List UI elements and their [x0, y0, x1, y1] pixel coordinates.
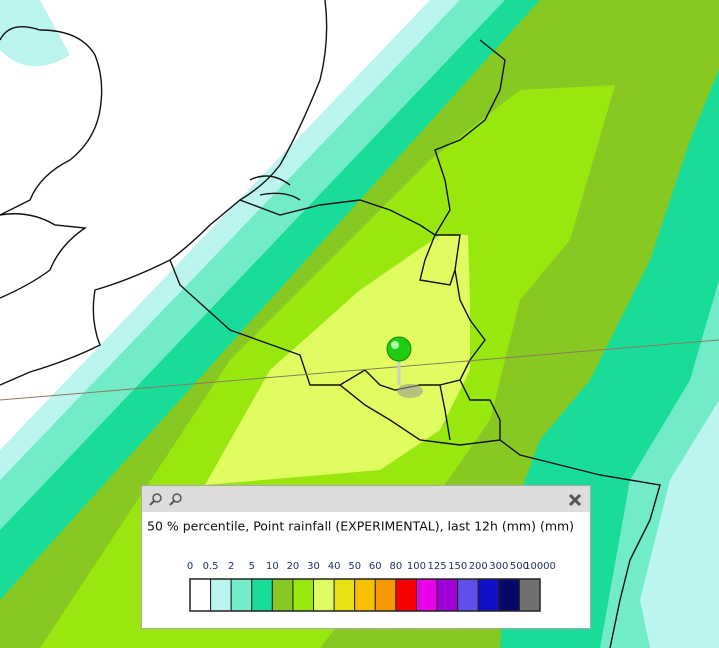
legend-label: 40: [328, 561, 341, 572]
close-button[interactable]: [568, 493, 582, 507]
legend-swatch: [457, 578, 479, 612]
legend-swatch: [333, 578, 356, 612]
legend-label: 150: [448, 561, 467, 572]
route-line: [0, 339, 719, 401]
location-pin[interactable]: [386, 336, 412, 362]
rain-band: [205, 235, 470, 485]
legend-label: 2: [228, 561, 234, 572]
legend-label: 300: [489, 561, 508, 572]
legend-swatch: [395, 578, 417, 612]
legend-label: 10: [266, 561, 279, 572]
borders: [0, 0, 661, 648]
legend-label: 50: [348, 561, 361, 572]
legend-label: 10000: [524, 561, 556, 572]
legend-swatch: [292, 578, 315, 612]
legend-swatch: [271, 578, 294, 612]
legend-swatch: [415, 578, 438, 612]
legend-label: 100: [407, 561, 426, 572]
legend-label: 200: [469, 561, 488, 572]
legend-label: 0: [187, 561, 193, 572]
legend-label: 80: [390, 561, 403, 572]
legend-label: 500: [510, 561, 529, 572]
legend-label: 60: [369, 561, 382, 572]
legend-label: 125: [428, 561, 447, 572]
legend-swatch: [251, 578, 273, 612]
panel-header: [142, 486, 590, 512]
zoom-out-button[interactable]: [169, 493, 182, 506]
panel-title: 50 % percentile, Point rainfall (EXPERIM…: [147, 519, 574, 534]
legend-swatch: [230, 578, 253, 612]
legend-swatch: [313, 578, 335, 612]
legend-swatch: [498, 578, 520, 612]
pin-shadow: [397, 384, 423, 398]
legend-label: 5: [249, 561, 255, 572]
pin-highlight: [391, 341, 399, 349]
legend-swatch: [210, 578, 232, 612]
legend-label: 0.5: [203, 561, 219, 572]
legend-swatch: [374, 578, 397, 612]
legend-swatch: [354, 578, 376, 612]
rain-band: [640, 400, 719, 648]
zoom-in-button[interactable]: [149, 493, 162, 506]
legend-swatch: [518, 578, 541, 612]
legend-label: 30: [307, 561, 320, 572]
legend-swatch: [477, 578, 500, 612]
legend-swatch: [189, 578, 212, 612]
legend-swatch: [436, 578, 459, 612]
legend-label: 20: [287, 561, 300, 572]
legend-panel: 50 % percentile, Point rainfall (EXPERIM…: [141, 485, 591, 629]
legend-frame: [189, 578, 541, 612]
rain-band: [0, 0, 70, 67]
